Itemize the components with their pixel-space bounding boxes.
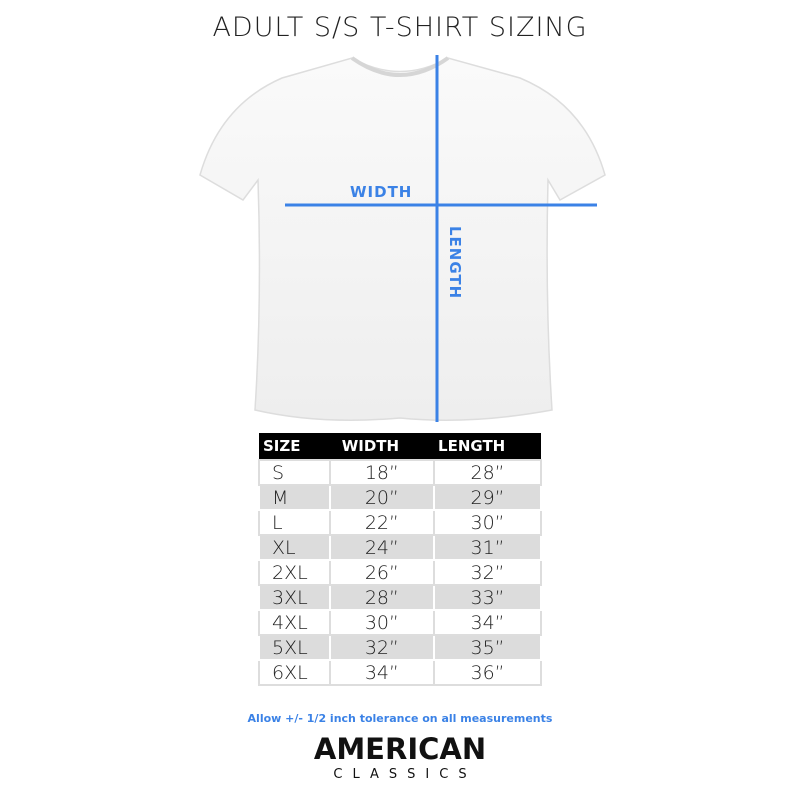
tshirt-diagram bbox=[199, 55, 606, 422]
table-row: S 18” 28” bbox=[258, 459, 542, 486]
cell-width: 26” bbox=[328, 559, 436, 586]
header-row: SIZE WIDTH LENGTH bbox=[259, 433, 541, 460]
table-row: 6XL 34” 36” bbox=[258, 659, 542, 686]
cell-width: 28” bbox=[328, 584, 436, 611]
table-row: M 20” 29” bbox=[258, 484, 542, 511]
cell-size: 4XL bbox=[258, 609, 331, 636]
cell-length: 32” bbox=[433, 559, 542, 586]
cell-size: XL bbox=[258, 534, 331, 561]
cell-size: M bbox=[258, 484, 331, 511]
brand-logo-line1: AMERICAN bbox=[313, 732, 487, 766]
cell-size: 2XL bbox=[258, 559, 331, 586]
table-row: 5XL 32” 35” bbox=[258, 634, 542, 661]
cell-length: 34” bbox=[433, 609, 542, 636]
cell-width: 24” bbox=[328, 534, 436, 561]
header-size: SIZE bbox=[259, 433, 330, 460]
cell-width: 22” bbox=[328, 509, 436, 536]
width-label: WIDTH bbox=[350, 183, 413, 201]
table-row: XL 24” 31” bbox=[258, 534, 542, 561]
table-row: 3XL 28” 33” bbox=[258, 584, 542, 611]
table-row: L 22” 30” bbox=[258, 509, 542, 536]
cell-size: L bbox=[258, 509, 331, 536]
cell-size: 5XL bbox=[258, 634, 331, 661]
tolerance-note: Allow +/- 1/2 inch tolerance on all meas… bbox=[247, 712, 553, 725]
tshirt-shape bbox=[199, 57, 606, 421]
page-title: ADULT S/S T-SHIRT SIZING bbox=[212, 12, 588, 43]
cell-width: 20” bbox=[328, 484, 436, 511]
length-label: LENGTH bbox=[446, 226, 464, 300]
cell-length: 33” bbox=[433, 584, 542, 611]
cell-width: 30” bbox=[328, 609, 436, 636]
cell-length: 28” bbox=[433, 459, 542, 486]
cell-length: 31” bbox=[433, 534, 542, 561]
cell-length: 30” bbox=[433, 509, 542, 536]
table-body: S 18” 28” M 20” 29” L 22” 30” XL 24” 31” 2XL 26” 32” 3X… bbox=[258, 459, 542, 686]
cell-length: 35” bbox=[433, 634, 542, 661]
cell-size: S bbox=[258, 459, 331, 486]
cell-size: 6XL bbox=[258, 659, 331, 686]
cell-width: 32” bbox=[328, 634, 436, 661]
table-row: 2XL 26” 32” bbox=[258, 559, 542, 586]
cell-width: 18” bbox=[328, 459, 436, 486]
header-width: WIDTH bbox=[329, 433, 435, 460]
cell-length: 36” bbox=[433, 659, 542, 686]
table-row: 4XL 30” 34” bbox=[258, 609, 542, 636]
header-length: LENGTH bbox=[434, 433, 541, 460]
size-table: SIZE WIDTH LENGTH S 18” 28” M 20” 29” L 22” 30” X… bbox=[258, 433, 542, 686]
cell-size: 3XL bbox=[258, 584, 331, 611]
cell-width: 34” bbox=[328, 659, 436, 686]
brand-logo-line2: CLASSICS bbox=[333, 767, 477, 782]
cell-length: 29” bbox=[433, 484, 542, 511]
